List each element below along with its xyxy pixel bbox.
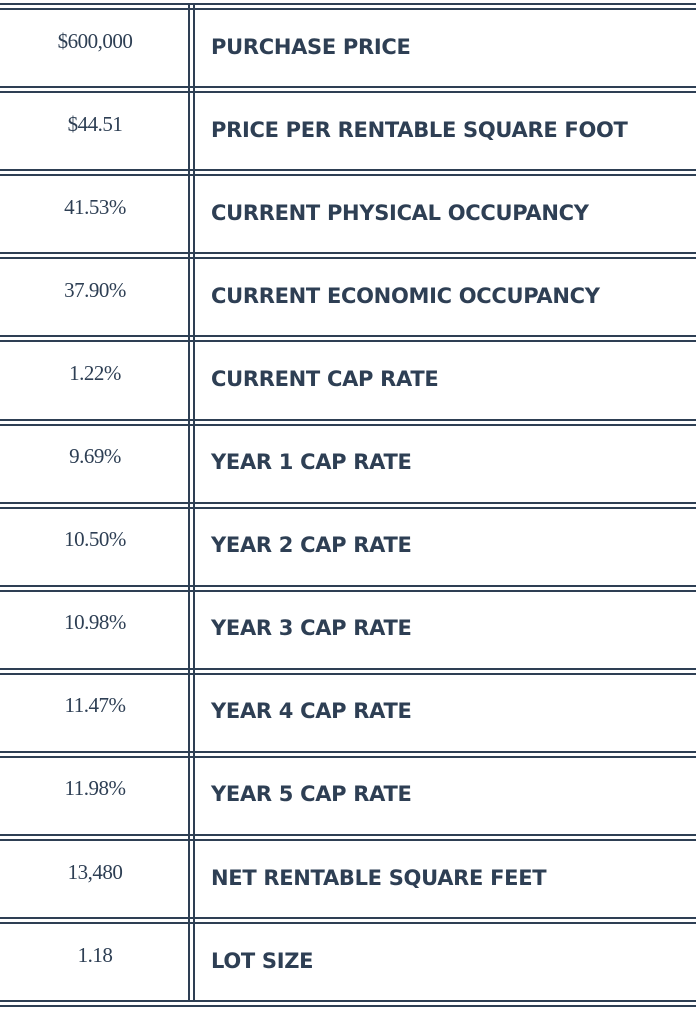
row-divider xyxy=(0,8,696,10)
row-divider xyxy=(0,335,696,338)
row-divider xyxy=(0,672,696,675)
row-divider xyxy=(0,922,696,925)
label-cell: LOT SIZE xyxy=(211,948,314,973)
value-cell: 11.47% xyxy=(64,693,126,718)
row-divider xyxy=(0,755,696,758)
label-cell: CURRENT CAP RATE xyxy=(211,366,439,391)
row-divider xyxy=(0,1000,696,1003)
label-cell: CURRENT PHYSICAL OCCUPANCY xyxy=(211,200,589,225)
value-cell: 37.90% xyxy=(64,277,126,302)
row-divider xyxy=(0,86,696,89)
label-cell: NET RENTABLE SQUARE FEET xyxy=(211,865,547,890)
value-cell: $600,000 xyxy=(57,28,133,53)
row-divider xyxy=(0,252,696,255)
value-cell: 10.50% xyxy=(64,527,126,552)
value-cell: 11.98% xyxy=(64,776,126,801)
row-divider xyxy=(0,91,696,94)
value-cell: 1.18 xyxy=(77,942,113,967)
row-divider xyxy=(0,584,696,587)
label-cell: PRICE PER RENTABLE SQUARE FOOT xyxy=(211,117,628,142)
value-cell: 1.22% xyxy=(69,360,121,385)
row-divider xyxy=(0,839,696,841)
label-cell: YEAR 1 CAP RATE xyxy=(211,450,412,475)
label-cell: PURCHASE PRICE xyxy=(211,34,411,59)
label-cell: CURRENT ECONOMIC OCCUPANCY xyxy=(211,283,600,308)
column-divider xyxy=(188,4,190,1002)
row-divider xyxy=(0,169,696,172)
row-divider xyxy=(0,506,696,509)
row-divider xyxy=(0,257,696,260)
label-cell: YEAR 2 CAP RATE xyxy=(211,533,412,558)
label-cell: YEAR 5 CAP RATE xyxy=(211,782,412,807)
row-divider xyxy=(0,418,696,421)
row-divider xyxy=(0,340,696,343)
label-cell: YEAR 3 CAP RATE xyxy=(211,616,412,641)
row-divider xyxy=(0,3,696,5)
row-divider xyxy=(0,667,696,670)
value-cell: 9.69% xyxy=(69,444,121,469)
row-divider xyxy=(0,501,696,504)
row-divider xyxy=(0,917,696,920)
column-divider xyxy=(193,4,195,1002)
value-cell: $44.51 xyxy=(67,111,123,136)
value-cell: 10.98% xyxy=(64,610,126,635)
row-divider xyxy=(0,423,696,426)
row-divider xyxy=(0,834,696,836)
value-cell: 41.53% xyxy=(64,194,126,219)
row-divider xyxy=(0,1005,696,1008)
value-cell: 13,480 xyxy=(67,859,123,884)
row-divider xyxy=(0,589,696,592)
label-cell: YEAR 4 CAP RATE xyxy=(211,699,412,724)
row-divider xyxy=(0,750,696,753)
row-divider xyxy=(0,174,696,177)
